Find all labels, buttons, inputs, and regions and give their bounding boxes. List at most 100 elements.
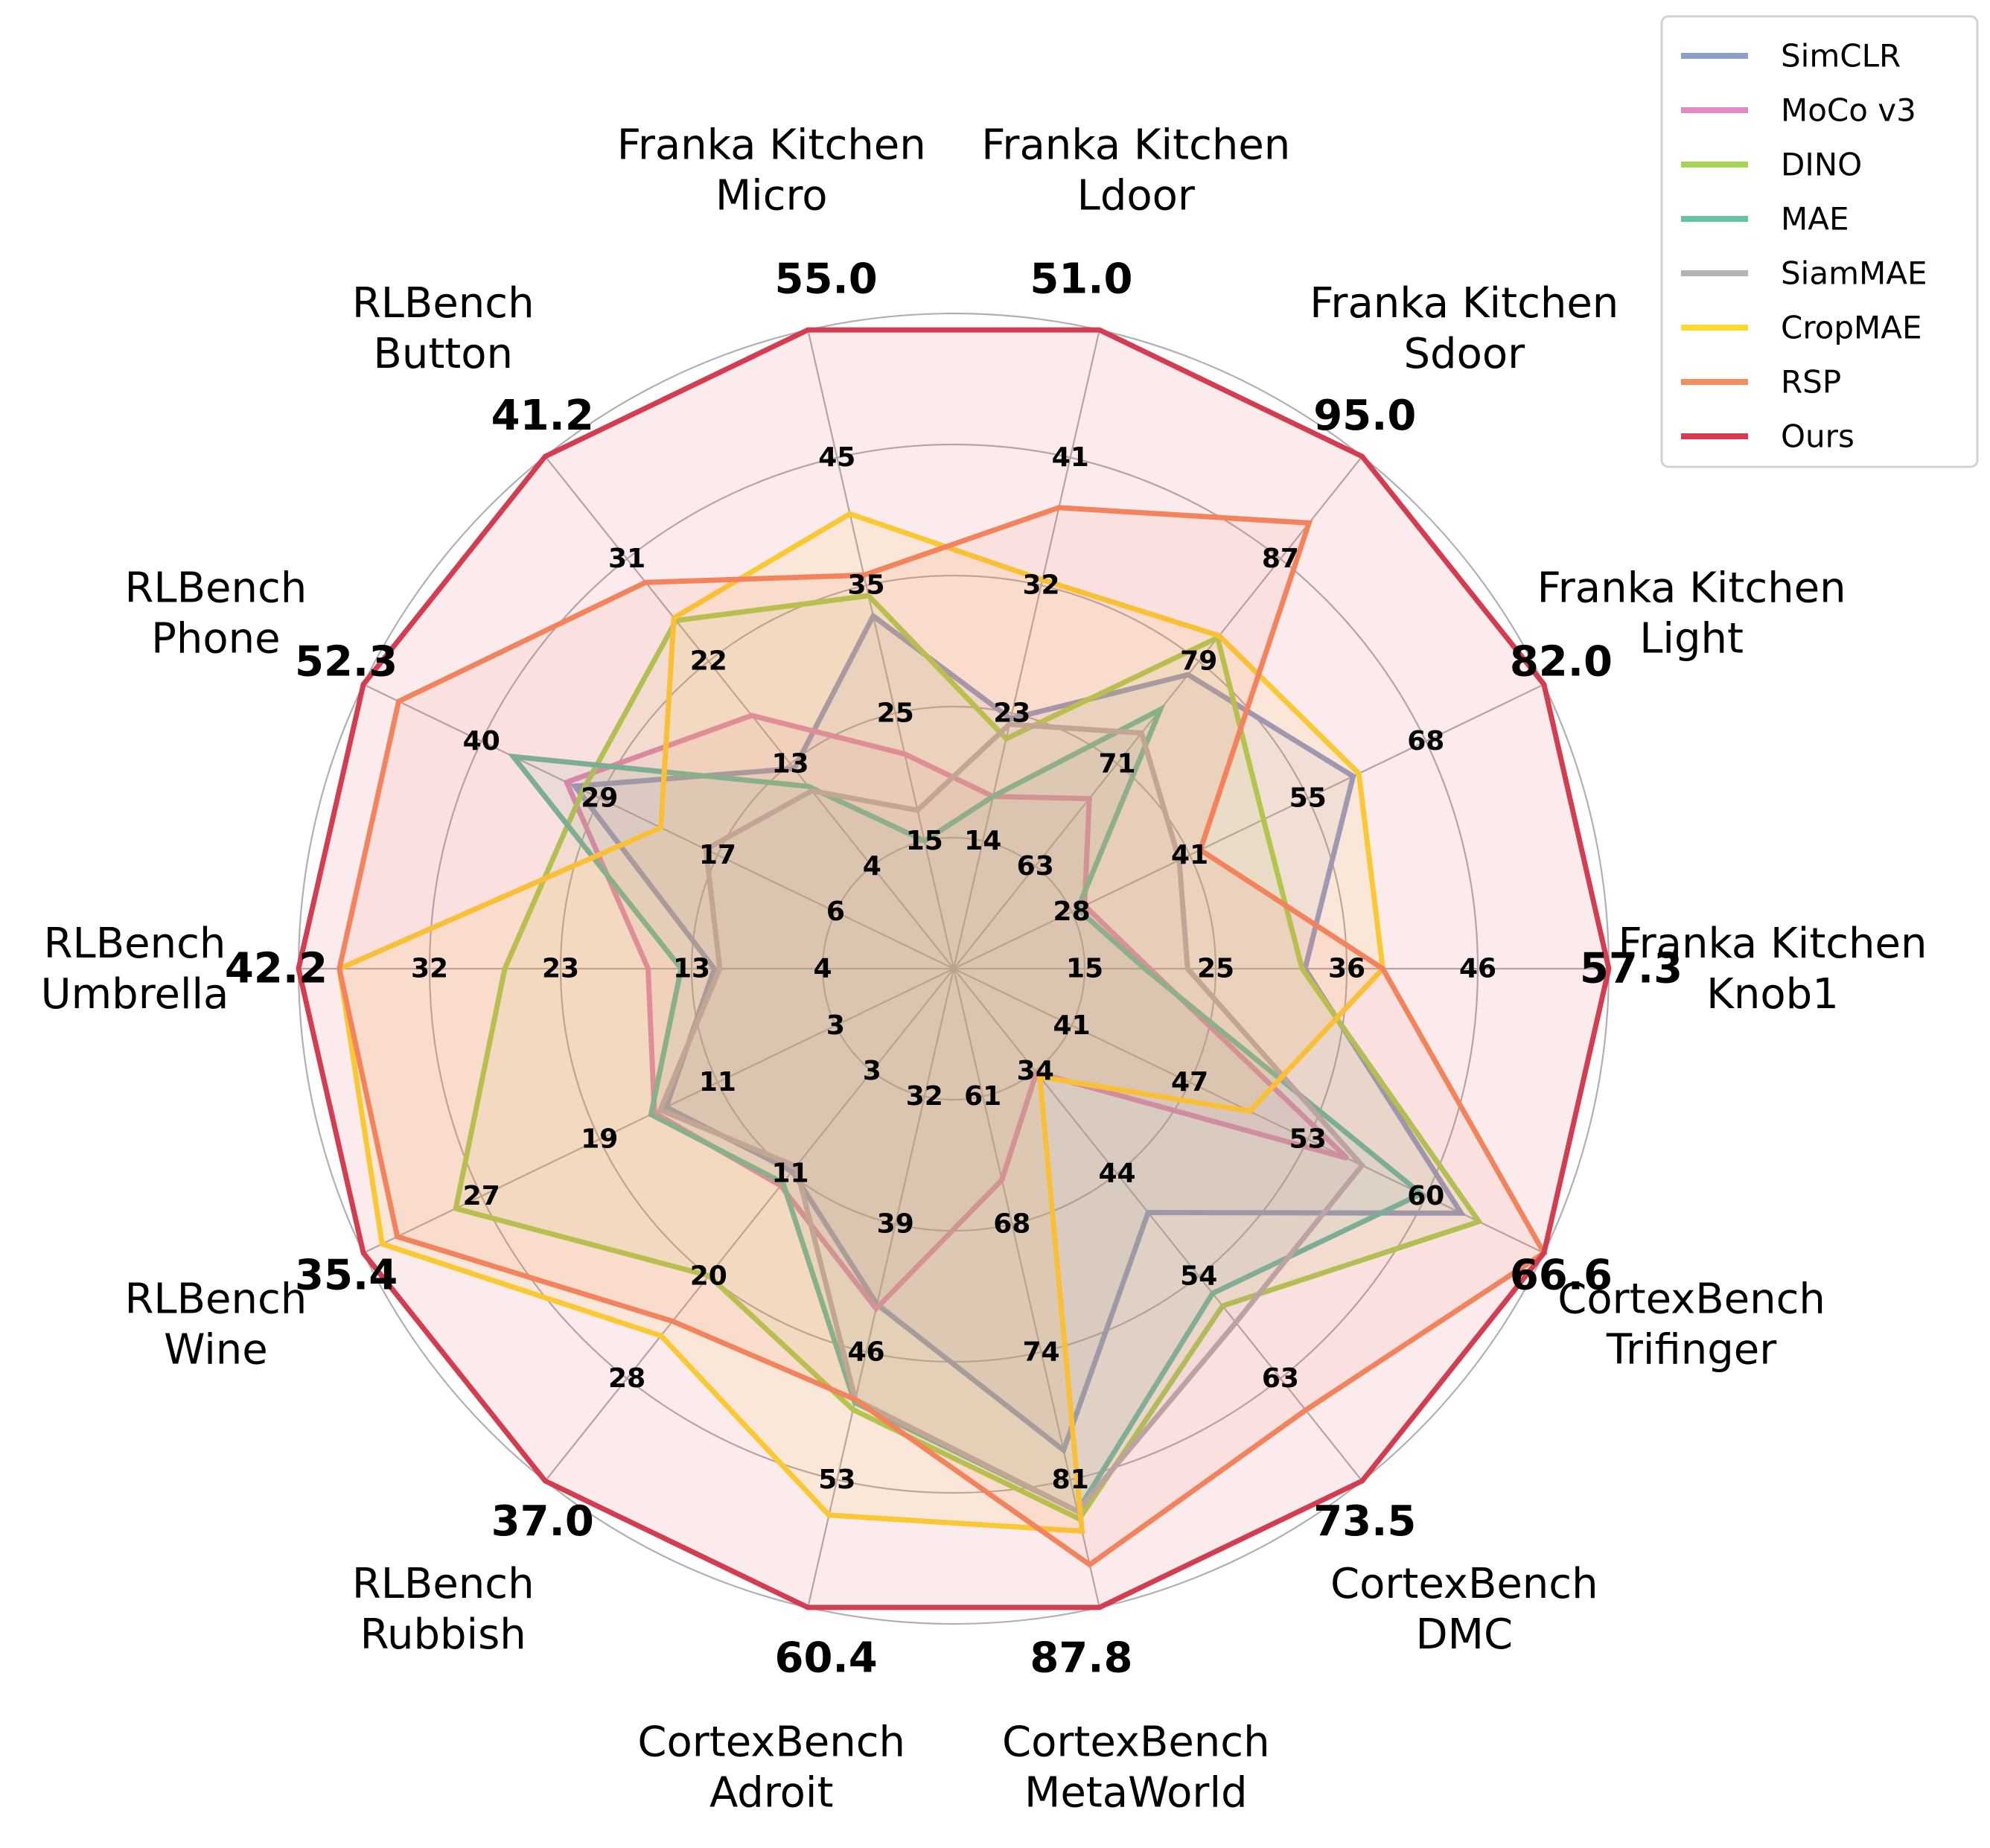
axis-max-label: 35.4	[295, 1252, 398, 1300]
tick-label: 44	[1098, 1159, 1135, 1189]
legend-label-dino: DINO	[1781, 147, 1862, 183]
axis-name-line: CortexBench	[1330, 1560, 1598, 1608]
tick-label: 40	[463, 726, 500, 756]
axis-name-line: Micro	[715, 171, 828, 220]
tick-label: 79	[1180, 646, 1217, 677]
legend-label-cropmae: CropMAE	[1781, 310, 1922, 346]
tick-label: 61	[964, 1081, 1001, 1112]
axis-name-line: Button	[373, 330, 513, 378]
tick-label: 32	[1022, 570, 1059, 601]
axis-max-label: 60.4	[775, 1634, 878, 1683]
axis-name-line: Franka Kitchen	[617, 121, 926, 169]
axis-name: RLBench Phone	[125, 564, 307, 663]
axis-name-line: Adroit	[709, 1768, 833, 1817]
series-line-dino	[453, 593, 1484, 1523]
tick-label: 25	[877, 698, 914, 728]
legend-label-ours: Ours	[1781, 418, 1855, 455]
tick-label: 68	[1407, 726, 1444, 756]
legend-label-moco-v3: MoCo v3	[1781, 92, 1916, 129]
tick-label: 81	[1052, 1465, 1089, 1495]
spoke-2	[953, 684, 1545, 969]
tick-label: 87	[1262, 544, 1299, 574]
tick-label: 11	[771, 1159, 809, 1189]
tick-label: 45	[818, 442, 855, 473]
spoke-10	[544, 968, 954, 1482]
axis-name-line: DMC	[1416, 1610, 1514, 1659]
radar-series	[296, 327, 1612, 1610]
tick-label: 4	[813, 954, 832, 984]
axis-name: Franka Kitchen Knob1	[1619, 920, 1927, 1019]
axis-name: Franka Kitchen Sdoor	[1310, 279, 1619, 378]
axis-name: RLBench Umbrella	[41, 920, 229, 1019]
tick-label: 3	[863, 1056, 881, 1086]
axis-max-label: 37.0	[491, 1497, 594, 1546]
axis-max-label: 73.5	[1313, 1497, 1416, 1546]
tick-label: 13	[771, 748, 809, 779]
tick-label: 32	[906, 1081, 943, 1112]
series-fill-cropmae	[339, 514, 1383, 1532]
tick-label: 34	[1017, 1056, 1054, 1086]
axis-name: RLBench Button	[352, 279, 535, 378]
axis-name-line: Franka Kitchen	[1619, 920, 1927, 968]
spoke-13	[953, 968, 1363, 1482]
tick-label: 47	[1171, 1067, 1208, 1097]
axis-max-label: 55.0	[775, 255, 878, 303]
axis-max-label: 57.3	[1580, 945, 1683, 993]
tick-label: 36	[1328, 954, 1365, 984]
tick-label: 63	[1262, 1363, 1299, 1394]
tick-label: 71	[1098, 748, 1135, 779]
tick-label: 27	[463, 1181, 500, 1211]
axis-name: RLBench Rubbish	[352, 1560, 535, 1659]
axis-name-line: Knob1	[1706, 970, 1839, 1019]
axis-name-line: Light	[1639, 614, 1744, 663]
axis-name: CortexBench Trifinger	[1557, 1275, 1825, 1374]
tick-label: 41	[1053, 1010, 1091, 1041]
legend-label-rsp: RSP	[1781, 364, 1841, 401]
spoke-5	[807, 329, 955, 969]
axis-name: Franka Kitchen Light	[1537, 564, 1846, 663]
axis-max-label: 42.2	[225, 945, 328, 993]
axis-name-line: Franka Kitchen	[981, 121, 1290, 169]
series-fill-rsp	[339, 507, 1544, 1565]
axis-max-label: 82.0	[1510, 637, 1613, 686]
tick-label: 63	[1017, 851, 1054, 882]
tick-label: 55	[1289, 783, 1327, 813]
axis-name: Franka Kitchen Micro	[617, 121, 926, 220]
spoke-6	[544, 456, 954, 969]
axis-name: RLBench Wine	[125, 1275, 307, 1374]
radar-tick-labels: 15 25 36 4628415568637179871423324115253545…	[411, 442, 1496, 1495]
axis-name-line: Franka Kitchen	[1310, 279, 1619, 328]
series-line-mae	[507, 704, 1426, 1515]
tick-label: 23	[993, 698, 1030, 728]
axis-name: CortexBench Adroit	[637, 1718, 905, 1817]
axis-max-label: 87.8	[1030, 1634, 1132, 1683]
axis-name-line: CortexBench	[637, 1718, 905, 1766]
axis-max-label: 95.0	[1313, 392, 1416, 440]
axis-name-line: CortexBench	[1002, 1718, 1270, 1766]
series-fill-mae	[513, 709, 1421, 1511]
tick-label: 17	[699, 840, 736, 870]
tick-label: 41	[1052, 442, 1089, 473]
axis-max-label: 41.2	[491, 392, 594, 440]
tick-label: 53	[1289, 1124, 1327, 1155]
axis-name-line: Ldoor	[1077, 171, 1196, 220]
tick-label: 68	[993, 1209, 1030, 1240]
series-line-moco-v3	[563, 713, 1350, 1313]
tick-label: 53	[818, 1465, 855, 1495]
axis-name-line: CortexBench	[1557, 1275, 1825, 1323]
tick-label: 19	[581, 1124, 618, 1155]
axis-name-line: Trifinger	[1606, 1325, 1777, 1374]
axis-name-line: MetaWorld	[1024, 1768, 1248, 1817]
axis-name: CortexBench DMC	[1330, 1560, 1598, 1659]
axis-name-line: Phone	[151, 614, 280, 663]
tick-label: 25	[1197, 954, 1234, 984]
tick-label: 74	[1022, 1336, 1059, 1367]
axis-name-line: Franka Kitchen	[1537, 564, 1846, 612]
axis-name-line: RLBench	[125, 1275, 307, 1323]
tick-label: 31	[608, 544, 645, 574]
tick-label: 28	[1053, 896, 1091, 927]
legend-label-siammae: SiamMAE	[1781, 255, 1927, 292]
tick-label: 41	[1171, 840, 1208, 870]
